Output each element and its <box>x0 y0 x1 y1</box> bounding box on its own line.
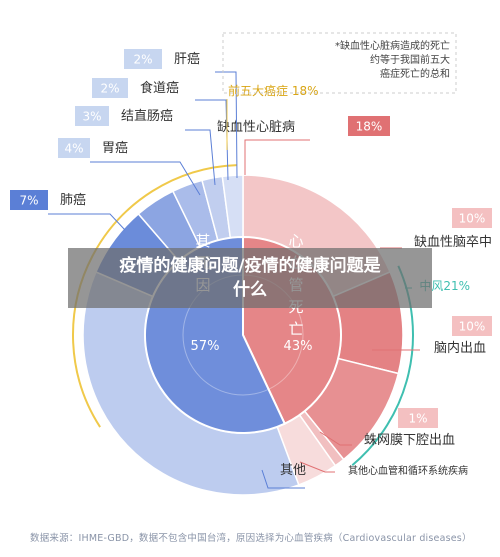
ihd-box <box>348 116 390 136</box>
overlay-line-2: 什么 <box>233 280 267 300</box>
inner-label-other: 57% <box>191 339 220 354</box>
label-cancer-10: 肝癌 <box>174 51 200 67</box>
label-other-cvd: 其他心血管和循环系统疾病 <box>348 464 468 477</box>
colorectal-leader <box>185 129 216 186</box>
ischemic-stroke-value: 10% <box>459 212 486 226</box>
overlay-line-1: 疫情的健康问题/疫情的健康问题是 <box>119 256 381 276</box>
other-leader <box>261 469 305 489</box>
cancer-10-box <box>124 49 162 69</box>
lung-leader <box>48 213 126 231</box>
cancer-7-value: 4% <box>64 142 83 156</box>
cancer-8-box <box>75 106 109 126</box>
inner-vertical-text: 心 <box>288 232 303 250</box>
title-overlay: 疫情的健康问题/疫情的健康问题是 什么 <box>68 248 432 308</box>
label-ich: 脑内出血 <box>434 340 486 356</box>
data-source: 数据来源：IHME-GBD，数据不包含中国台湾，原因选择为心血管疾病（Cardi… <box>30 533 472 544</box>
ischemic-stroke-box <box>452 208 492 228</box>
ich-box <box>452 316 492 336</box>
ich-value: 10% <box>459 320 486 334</box>
pie-layer <box>82 174 404 496</box>
label-cancer-7: 胃癌 <box>102 140 128 156</box>
footnote-line-2: 约等于我国前五大 <box>370 55 450 66</box>
footnote: *缺血性心脏病造成的死亡 约等于我国前五大 癌症死亡的总和 <box>300 40 450 82</box>
footnote-line-1: *缺血性心脏病造成的死亡 <box>335 41 450 52</box>
ihd-value: 18% <box>356 120 383 134</box>
label-cancer-8: 结直肠癌 <box>121 108 173 124</box>
cancer-8-value: 3% <box>82 110 101 124</box>
sah-box <box>398 408 438 428</box>
liver-leader <box>215 71 238 179</box>
cancer-9-box <box>92 78 128 98</box>
cancer-7-box <box>58 138 90 158</box>
label-top5-cancer: 前五大癌症 18% <box>228 83 319 98</box>
cancer-6-value: 7% <box>19 194 38 208</box>
sah-leader <box>319 431 352 446</box>
label-cancer-6: 肺癌 <box>60 192 86 208</box>
label-ischemic-stroke: 缺血性脑卒中 <box>414 235 492 250</box>
footnote-frame <box>222 32 457 94</box>
cancer-10-value: 2% <box>133 53 152 67</box>
stomach-leader <box>90 161 201 196</box>
cancer-9-value: 2% <box>100 82 119 96</box>
cancer-6-box <box>10 190 48 210</box>
inner-vertical-text: 亡 <box>288 320 303 338</box>
label-cancer-9: 食道癌 <box>140 80 179 96</box>
inner-vertical-text: 其 <box>195 232 210 250</box>
footnote-line-3: 癌症死亡的总和 <box>380 69 450 80</box>
label-sah: 蛛网膜下腔出血 <box>364 433 455 448</box>
label-other: 其他 <box>280 463 306 478</box>
inner-label-cardio: 43% <box>284 339 313 354</box>
sah-value: 1% <box>408 412 427 426</box>
ihd-leader <box>244 139 310 175</box>
label-ihd: 缺血性心脏病 <box>217 120 295 135</box>
other-cvd-leader <box>299 461 335 473</box>
esophagus-leader <box>195 99 229 181</box>
